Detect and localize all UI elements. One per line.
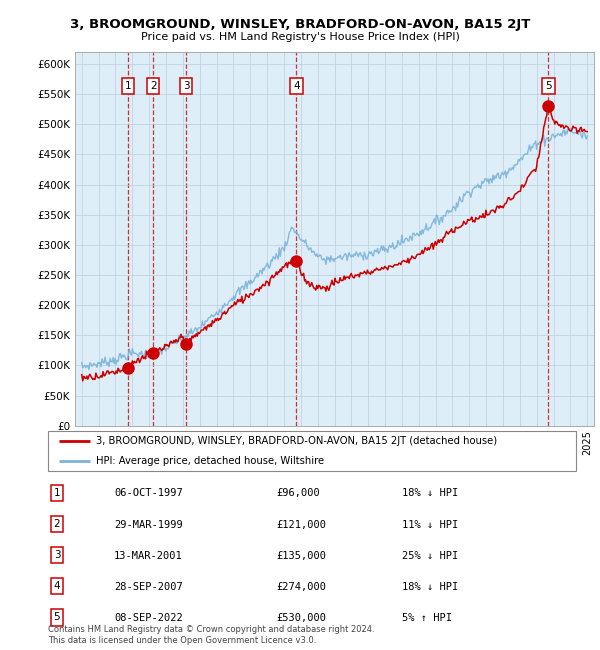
Text: 4: 4 xyxy=(53,581,61,592)
Text: 13-MAR-2001: 13-MAR-2001 xyxy=(114,551,183,561)
Text: 2: 2 xyxy=(53,519,61,529)
Text: 3, BROOMGROUND, WINSLEY, BRADFORD-ON-AVON, BA15 2JT (detached house): 3, BROOMGROUND, WINSLEY, BRADFORD-ON-AVO… xyxy=(95,436,497,446)
Text: £274,000: £274,000 xyxy=(276,582,326,592)
Text: 28-SEP-2007: 28-SEP-2007 xyxy=(114,582,183,592)
Text: 18% ↓ HPI: 18% ↓ HPI xyxy=(402,582,458,592)
Text: 4: 4 xyxy=(293,81,300,90)
Text: £530,000: £530,000 xyxy=(276,613,326,623)
Text: 3: 3 xyxy=(53,550,61,560)
Text: 2: 2 xyxy=(150,81,157,90)
Text: 25% ↓ HPI: 25% ↓ HPI xyxy=(402,551,458,561)
Text: 11% ↓ HPI: 11% ↓ HPI xyxy=(402,519,458,530)
Text: £96,000: £96,000 xyxy=(276,488,320,499)
Text: Price paid vs. HM Land Registry's House Price Index (HPI): Price paid vs. HM Land Registry's House … xyxy=(140,32,460,42)
Text: HPI: Average price, detached house, Wiltshire: HPI: Average price, detached house, Wilt… xyxy=(95,456,323,466)
Text: 08-SEP-2022: 08-SEP-2022 xyxy=(114,613,183,623)
Text: 1: 1 xyxy=(125,81,131,90)
Text: 18% ↓ HPI: 18% ↓ HPI xyxy=(402,488,458,499)
Text: 1: 1 xyxy=(53,488,61,498)
Text: 3, BROOMGROUND, WINSLEY, BRADFORD-ON-AVON, BA15 2JT: 3, BROOMGROUND, WINSLEY, BRADFORD-ON-AVO… xyxy=(70,18,530,31)
Text: 3: 3 xyxy=(183,81,190,90)
Text: 5: 5 xyxy=(53,612,61,623)
FancyBboxPatch shape xyxy=(48,431,576,471)
Text: 06-OCT-1997: 06-OCT-1997 xyxy=(114,488,183,499)
Text: Contains HM Land Registry data © Crown copyright and database right 2024.
This d: Contains HM Land Registry data © Crown c… xyxy=(48,625,374,645)
Text: 29-MAR-1999: 29-MAR-1999 xyxy=(114,519,183,530)
Text: £121,000: £121,000 xyxy=(276,519,326,530)
Text: 5: 5 xyxy=(545,81,551,90)
Text: £135,000: £135,000 xyxy=(276,551,326,561)
Text: 5% ↑ HPI: 5% ↑ HPI xyxy=(402,613,452,623)
